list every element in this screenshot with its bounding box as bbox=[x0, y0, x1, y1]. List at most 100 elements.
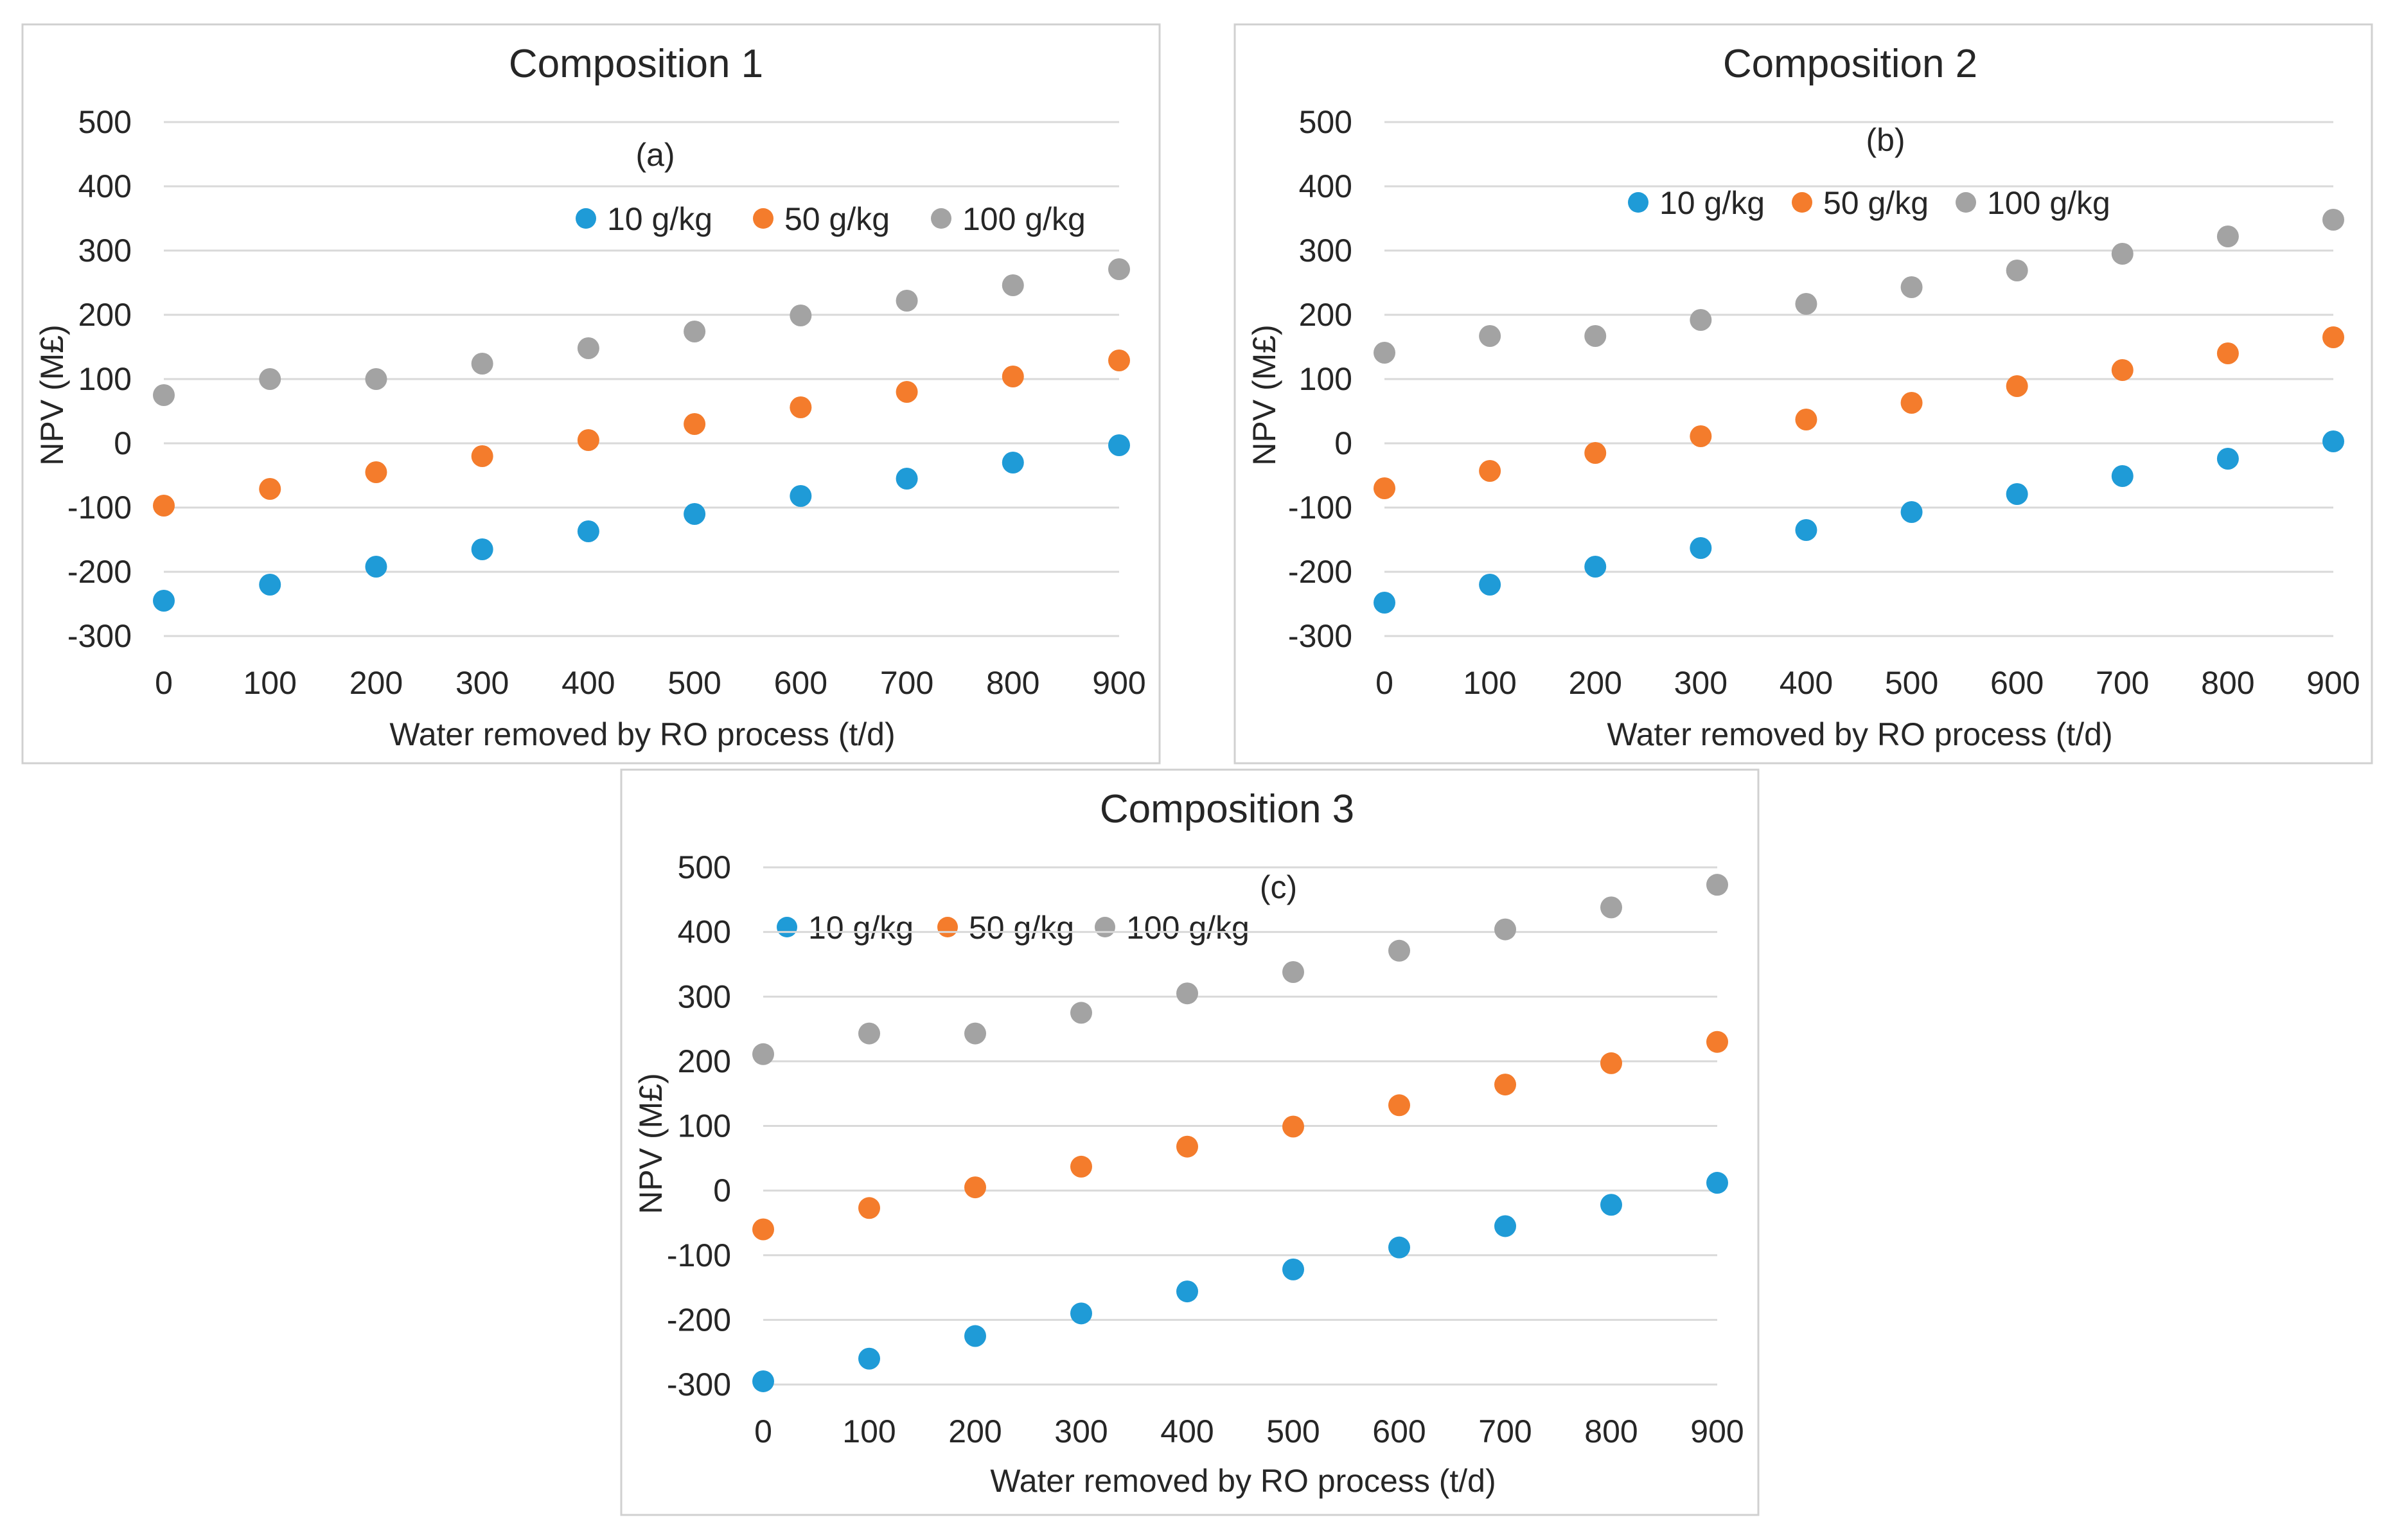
data-point-50-g-kg bbox=[1600, 1052, 1622, 1074]
data-point-100-g-kg bbox=[2006, 260, 2028, 281]
legend: 10 g/kg 50 g/kg 100 g/kg bbox=[777, 910, 1250, 946]
legend-label-10-g-kg: 10 g/kg bbox=[607, 201, 712, 237]
data-point-50-g-kg bbox=[1584, 442, 1607, 464]
legend-label-100-g-kg: 100 g/kg bbox=[1126, 910, 1250, 946]
x-tick-label: 200 bbox=[349, 665, 403, 701]
x-tick-label: 600 bbox=[1990, 665, 2044, 701]
y-axis-label: NPV (M£) bbox=[1246, 324, 1282, 465]
data-point-100-g-kg bbox=[790, 305, 812, 326]
legend-marker-100-g-kg bbox=[1956, 192, 1976, 213]
x-axis-label: Water removed by RO process (t/d) bbox=[389, 716, 895, 752]
x-axis-label: Water removed by RO process (t/d) bbox=[990, 1463, 1496, 1499]
data-point-10-g-kg bbox=[1479, 574, 1501, 596]
data-point-10-g-kg bbox=[1690, 537, 1712, 559]
data-point-10-g-kg bbox=[1176, 1280, 1198, 1303]
data-point-100-g-kg bbox=[1706, 874, 1728, 896]
panel-frame bbox=[21, 23, 1161, 765]
data-point-10-g-kg bbox=[752, 1370, 774, 1392]
data-point-50-g-kg bbox=[1795, 409, 1817, 430]
x-tick-label: 900 bbox=[1690, 1413, 1744, 1449]
data-point-100-g-kg bbox=[1690, 309, 1712, 331]
data-point-50-g-kg bbox=[2216, 342, 2239, 364]
x-tick-label: 800 bbox=[2201, 665, 2254, 701]
x-tick-label: 300 bbox=[455, 665, 509, 701]
data-point-50-g-kg bbox=[858, 1197, 880, 1219]
data-point-100-g-kg bbox=[1494, 918, 1516, 941]
data-point-10-g-kg bbox=[1706, 1172, 1728, 1194]
data-point-50-g-kg bbox=[365, 461, 387, 483]
legend-marker-10-g-kg bbox=[1628, 192, 1648, 213]
legend-label-100-g-kg: 100 g/kg bbox=[962, 201, 1086, 237]
data-point-10-g-kg bbox=[2111, 465, 2134, 487]
y-tick-label: -200 bbox=[1288, 554, 1352, 590]
y-tick-label: 500 bbox=[78, 104, 132, 140]
legend-label-10-g-kg: 10 g/kg bbox=[808, 910, 914, 946]
data-point-100-g-kg bbox=[1070, 1002, 1092, 1024]
data-point-50-g-kg bbox=[1494, 1074, 1516, 1096]
x-tick-label: 100 bbox=[243, 665, 297, 701]
data-point-50-g-kg bbox=[790, 396, 812, 418]
data-point-10-g-kg bbox=[2322, 430, 2344, 452]
y-tick-label: -100 bbox=[1288, 490, 1352, 526]
data-point-100-g-kg bbox=[684, 321, 706, 342]
y-tick-label: 200 bbox=[678, 1043, 731, 1079]
data-point-50-g-kg bbox=[471, 445, 493, 467]
y-axis-label: NPV (M£) bbox=[633, 1073, 669, 1214]
x-tick-label: 400 bbox=[1160, 1413, 1214, 1449]
data-point-100-g-kg bbox=[1600, 896, 1622, 919]
data-point-50-g-kg bbox=[1690, 425, 1712, 447]
x-tick-label: 900 bbox=[1092, 665, 1145, 701]
y-tick-label: 400 bbox=[78, 168, 132, 204]
data-point-50-g-kg bbox=[896, 381, 918, 403]
data-point-50-g-kg bbox=[259, 478, 281, 500]
x-tick-label: 100 bbox=[1463, 665, 1516, 701]
data-point-10-g-kg bbox=[1900, 501, 1923, 523]
data-point-10-g-kg bbox=[2216, 448, 2239, 470]
data-point-50-g-kg bbox=[1388, 1094, 1410, 1117]
data-point-100-g-kg bbox=[1479, 325, 1501, 347]
data-point-10-g-kg bbox=[1388, 1236, 1410, 1259]
y-tick-label: 0 bbox=[1334, 425, 1352, 461]
data-point-10-g-kg bbox=[1795, 519, 1817, 541]
x-tick-label: 500 bbox=[667, 665, 721, 701]
y-tick-label: -200 bbox=[67, 554, 132, 590]
data-point-100-g-kg bbox=[964, 1022, 986, 1045]
legend-marker-100-g-kg bbox=[931, 208, 951, 229]
y-tick-label: -300 bbox=[1288, 618, 1352, 654]
data-point-100-g-kg bbox=[1282, 961, 1304, 984]
legend-label-50-g-kg: 50 g/kg bbox=[784, 201, 890, 237]
panel-frame bbox=[1233, 23, 2373, 765]
x-tick-label: 0 bbox=[155, 665, 173, 701]
chart-title: Composition 1 bbox=[509, 42, 763, 86]
y-tick-label: 500 bbox=[678, 849, 731, 885]
data-point-10-g-kg bbox=[1494, 1215, 1516, 1237]
chart-panel-composition-3: Composition 3 (c) Water removed by RO pr… bbox=[620, 768, 1760, 1516]
y-tick-label: 500 bbox=[1299, 104, 1352, 140]
data-point-100-g-kg bbox=[752, 1043, 774, 1065]
data-point-50-g-kg bbox=[2006, 375, 2028, 397]
y-tick-label: 100 bbox=[78, 361, 132, 397]
data-point-10-g-kg bbox=[1002, 452, 1024, 474]
legend-marker-50-g-kg bbox=[937, 917, 958, 937]
data-point-50-g-kg bbox=[1176, 1135, 1198, 1158]
data-point-10-g-kg bbox=[365, 556, 387, 578]
data-point-10-g-kg bbox=[790, 485, 812, 507]
legend-marker-100-g-kg bbox=[1095, 917, 1115, 937]
legend: 10 g/kg 50 g/kg 100 g/kg bbox=[576, 201, 1086, 237]
y-tick-label: -300 bbox=[667, 1367, 731, 1403]
y-tick-label: -300 bbox=[67, 618, 132, 654]
data-point-10-g-kg bbox=[1070, 1302, 1092, 1325]
data-point-10-g-kg bbox=[964, 1325, 986, 1347]
x-axis-label: Water removed by RO process (t/d) bbox=[1607, 716, 2112, 752]
legend: 10 g/kg 50 g/kg 100 g/kg bbox=[1628, 185, 2110, 221]
legend-label-100-g-kg: 100 g/kg bbox=[1987, 185, 2110, 221]
y-tick-label: 300 bbox=[678, 978, 731, 1014]
x-tick-label: 400 bbox=[1780, 665, 1833, 701]
x-tick-label: 800 bbox=[986, 665, 1039, 701]
data-point-50-g-kg bbox=[684, 413, 706, 435]
data-point-100-g-kg bbox=[1108, 258, 1130, 280]
legend-label-10-g-kg: 10 g/kg bbox=[1659, 185, 1765, 221]
data-point-50-g-kg bbox=[2111, 359, 2134, 381]
data-point-50-g-kg bbox=[752, 1218, 774, 1241]
